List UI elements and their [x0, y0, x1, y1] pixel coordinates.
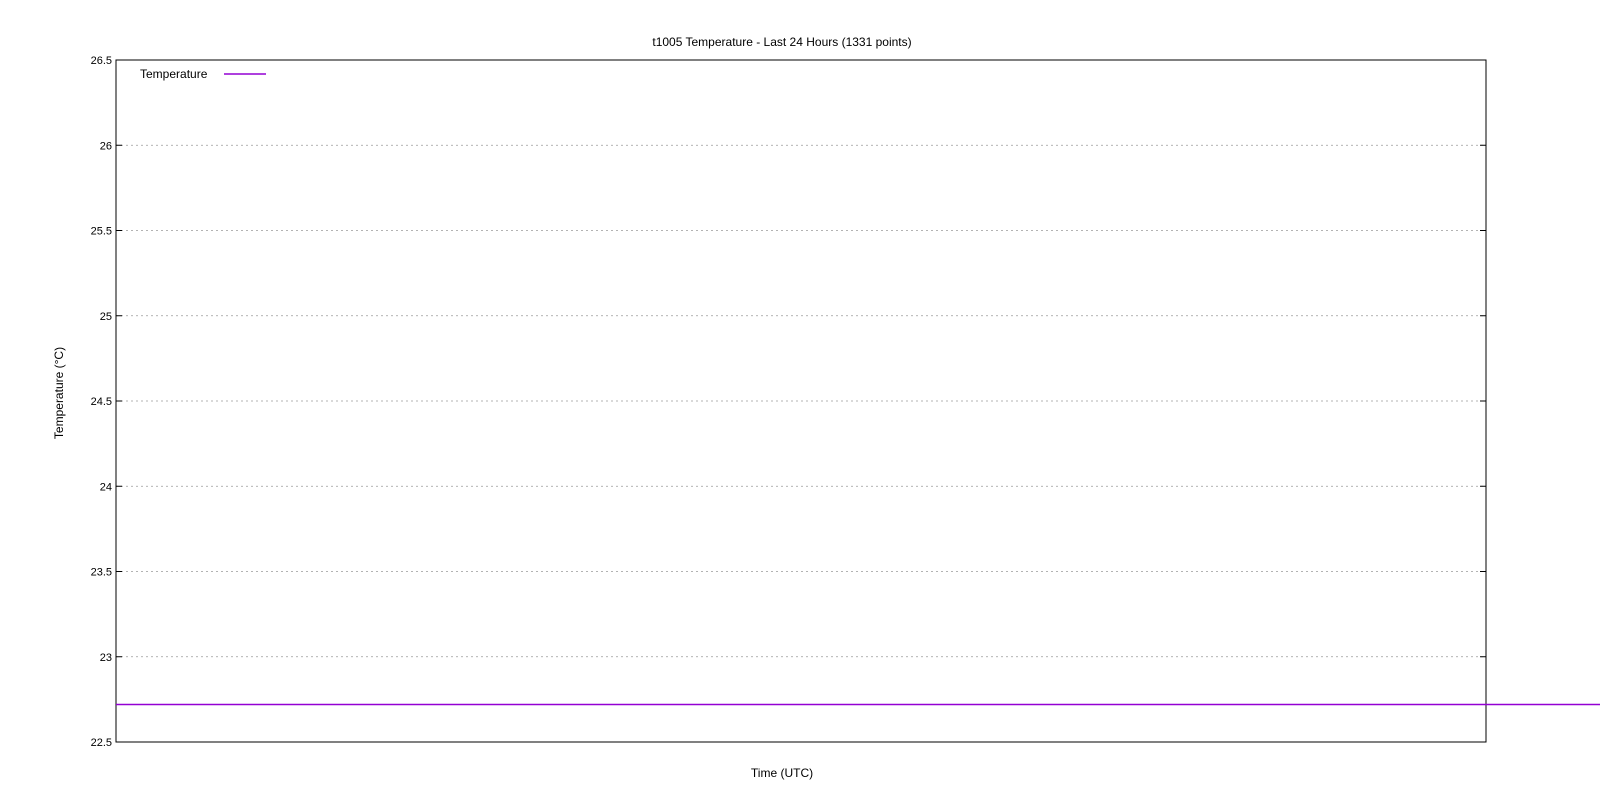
- legend: Temperature: [140, 67, 266, 81]
- y-tick-label: 22.5: [91, 737, 112, 749]
- chart-title: t1005 Temperature - Last 24 Hours (1331 …: [652, 35, 911, 49]
- grid-lines: [116, 144, 1486, 658]
- y-tick-label: 26.5: [91, 55, 112, 67]
- y-tick-label: 25: [100, 311, 112, 323]
- y-tick-label: 23.5: [91, 567, 112, 579]
- y-axis-title: Temperature (°C): [52, 347, 66, 439]
- y-tick-label: 24.5: [91, 396, 112, 408]
- x-axis-title: Time (UTC): [751, 766, 813, 780]
- legend-label: Temperature: [140, 67, 208, 81]
- y-tick-label: 24: [100, 481, 112, 493]
- y-tick-label: 23: [100, 652, 112, 664]
- y-tick-label: 26: [100, 140, 112, 152]
- axis-ticks: 22.52323.52424.52525.52626.505:0006:0007…: [91, 55, 1486, 749]
- y-tick-label: 25.5: [91, 226, 112, 238]
